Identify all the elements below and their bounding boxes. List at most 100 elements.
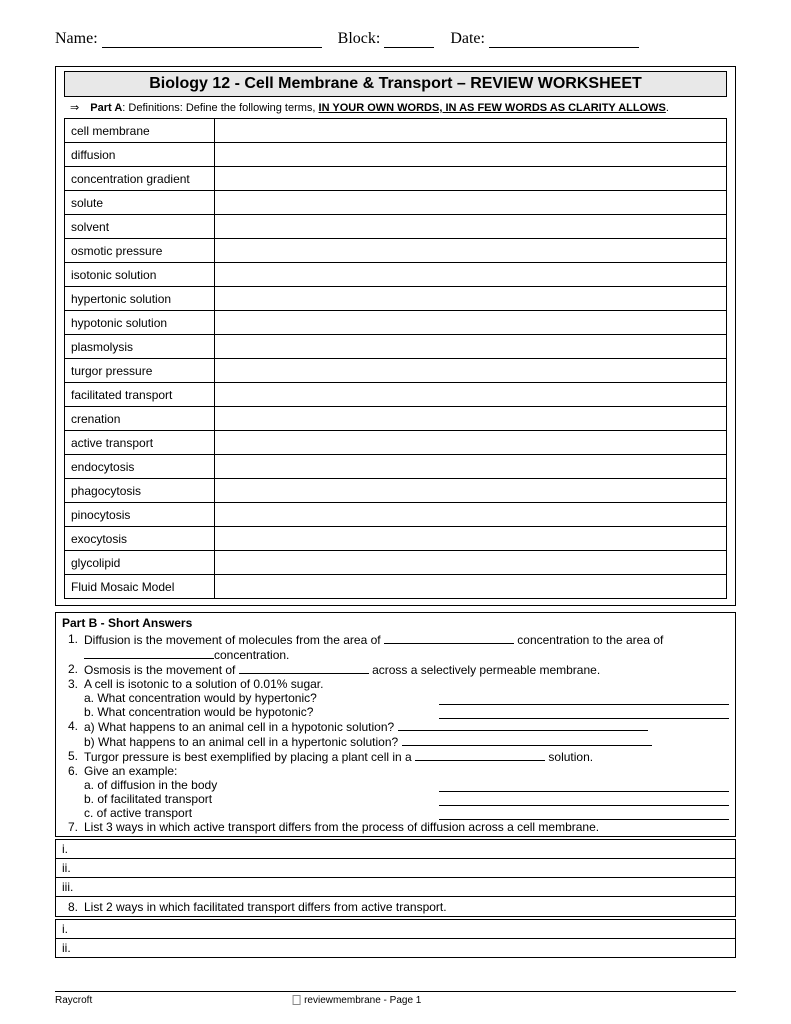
definition-cell[interactable] — [215, 551, 727, 575]
blank-line[interactable] — [439, 693, 729, 705]
term-cell: turgor pressure — [65, 359, 215, 383]
blank-line[interactable] — [439, 794, 729, 806]
block-input-line[interactable] — [384, 30, 434, 48]
q1-text-c: concentration. — [214, 648, 289, 662]
qnum: 5. — [62, 749, 84, 764]
blank-line[interactable] — [239, 662, 369, 674]
term-cell: active transport — [65, 431, 215, 455]
question-8: 8. List 2 ways in which facilitated tran… — [62, 900, 729, 914]
question-3: 3. A cell is isotonic to a solution of 0… — [62, 677, 729, 691]
definition-cell[interactable] — [215, 383, 727, 407]
q2-text-b: across a selectively permeable membrane. — [372, 663, 600, 677]
qnum: 4. — [62, 719, 84, 734]
q7-text: List 3 ways in which active transport di… — [84, 820, 729, 834]
table-row: solute — [65, 191, 727, 215]
term-cell: hypotonic solution — [65, 311, 215, 335]
blank-line[interactable] — [398, 719, 648, 731]
part-a-instructions: ⇒ Part A: Definitions: Define the follow… — [64, 101, 727, 114]
table-row: plasmolysis — [65, 335, 727, 359]
q6b-text: b. of facilitated transport — [84, 792, 429, 806]
roman-iii[interactable]: iii. — [56, 878, 736, 897]
definition-cell[interactable] — [215, 479, 727, 503]
q7-answer-table: i. ii. iii. — [55, 839, 736, 897]
q3a-text: a. What concentration would by hypertoni… — [84, 691, 429, 705]
table-row: osmotic pressure — [65, 239, 727, 263]
term-cell: exocytosis — [65, 527, 215, 551]
blank-line[interactable] — [415, 749, 545, 761]
definition-cell[interactable] — [215, 311, 727, 335]
definitions-table: cell membranediffusionconcentration grad… — [64, 118, 727, 599]
roman-ii[interactable]: ii. — [56, 939, 736, 958]
definition-cell[interactable] — [215, 143, 727, 167]
footer-file: reviewmembrane - Page 1 — [292, 995, 421, 1006]
date-input-line[interactable] — [489, 30, 639, 48]
blank-line[interactable] — [84, 647, 214, 659]
definition-cell[interactable] — [215, 359, 727, 383]
table-row: i. — [56, 840, 736, 859]
roman-i[interactable]: i. — [56, 920, 736, 939]
definition-cell[interactable] — [215, 455, 727, 479]
definition-cell[interactable] — [215, 119, 727, 143]
definition-cell[interactable] — [215, 167, 727, 191]
question-1-cont: concentration. — [62, 647, 729, 662]
footer-author: Raycroft — [55, 995, 92, 1006]
name-input-line[interactable] — [102, 30, 322, 48]
table-row: endocytosis — [65, 455, 727, 479]
table-row: hypotonic solution — [65, 311, 727, 335]
part-a-text-prefix: : Definitions: Define the following term… — [122, 102, 318, 114]
definition-cell[interactable] — [215, 191, 727, 215]
definition-cell[interactable] — [215, 527, 727, 551]
block-label: Block: — [338, 30, 381, 48]
roman-i[interactable]: i. — [56, 840, 736, 859]
table-row: isotonic solution — [65, 263, 727, 287]
term-cell: cell membrane — [65, 119, 215, 143]
term-cell: crenation — [65, 407, 215, 431]
term-cell: facilitated transport — [65, 383, 215, 407]
definition-cell[interactable] — [215, 407, 727, 431]
qnum: 3. — [62, 677, 84, 691]
q6a-text: a. of diffusion in the body — [84, 778, 429, 792]
definition-cell[interactable] — [215, 215, 727, 239]
part-b-title: Part B - Short Answers — [62, 616, 729, 630]
q2-text-a: Osmosis is the movement of — [84, 663, 239, 677]
table-row: ii. — [56, 859, 736, 878]
table-row: facilitated transport — [65, 383, 727, 407]
question-6c: c. of active transport — [62, 806, 729, 820]
table-row: iii. — [56, 878, 736, 897]
table-row: i. — [56, 920, 736, 939]
blank-line[interactable] — [439, 707, 729, 719]
blank-line[interactable] — [402, 734, 652, 746]
definition-cell[interactable] — [215, 575, 727, 599]
definition-cell[interactable] — [215, 503, 727, 527]
question-4b: b) What happens to an animal cell in a h… — [62, 734, 729, 749]
term-cell: hypertonic solution — [65, 287, 215, 311]
definition-cell[interactable] — [215, 287, 727, 311]
blank-line[interactable] — [384, 632, 514, 644]
term-cell: diffusion — [65, 143, 215, 167]
definition-cell[interactable] — [215, 431, 727, 455]
term-cell: plasmolysis — [65, 335, 215, 359]
table-row: pinocytosis — [65, 503, 727, 527]
part-a-text-bold: IN YOUR OWN WORDS, IN AS FEW WORDS AS CL… — [319, 102, 666, 114]
term-cell: pinocytosis — [65, 503, 215, 527]
table-row: ii. — [56, 939, 736, 958]
definition-cell[interactable] — [215, 263, 727, 287]
definition-cell[interactable] — [215, 335, 727, 359]
table-row: concentration gradient — [65, 167, 727, 191]
table-row: cell membrane — [65, 119, 727, 143]
part-a-label: Part A — [90, 102, 122, 114]
name-label: Name: — [55, 30, 98, 48]
part-a-container: Biology 12 - Cell Membrane & Transport –… — [55, 66, 736, 606]
roman-ii[interactable]: ii. — [56, 859, 736, 878]
arrow-icon: ⇒ — [70, 102, 79, 114]
table-row: solvent — [65, 215, 727, 239]
blank-line[interactable] — [439, 808, 729, 820]
term-cell: phagocytosis — [65, 479, 215, 503]
definition-cell[interactable] — [215, 239, 727, 263]
table-row: turgor pressure — [65, 359, 727, 383]
q3-text: A cell is isotonic to a solution of 0.01… — [84, 677, 729, 691]
worksheet-title: Biology 12 - Cell Membrane & Transport –… — [64, 71, 727, 97]
q6-text: Give an example: — [84, 764, 729, 778]
blank-line[interactable] — [439, 780, 729, 792]
term-cell: concentration gradient — [65, 167, 215, 191]
